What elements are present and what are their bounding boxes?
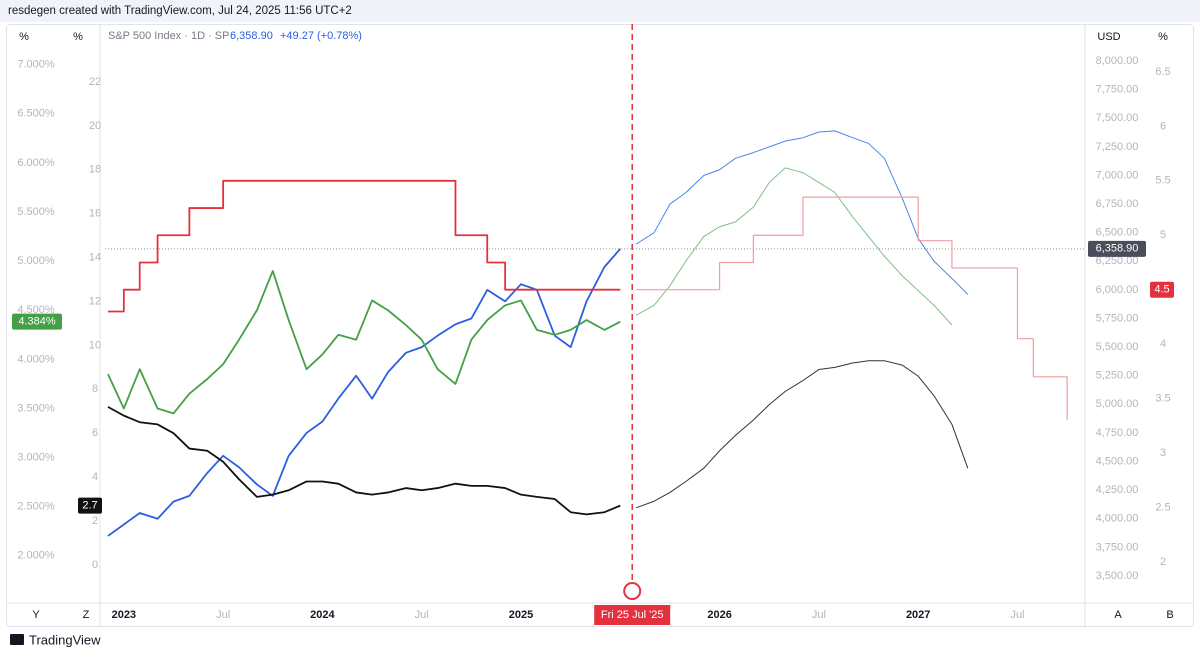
axis-unit: % <box>1158 31 1168 43</box>
y-tick-label: 3.5 <box>1155 392 1170 404</box>
series-line <box>107 270 621 415</box>
legend-change: +49.27 (+0.78%) <box>280 30 362 42</box>
y-tick-label: 5.000% <box>17 255 55 267</box>
y-tick-label: 7,750.00 <box>1096 84 1139 96</box>
y-tick-label: 8,000.00 <box>1096 55 1139 67</box>
axis-button[interactable]: A <box>1114 609 1122 621</box>
y-tick-label: 6 <box>92 427 98 439</box>
y-tick-label: 10 <box>89 339 101 351</box>
y-tick-label: 4,750.00 <box>1096 427 1139 439</box>
y-tick-label: 8 <box>92 383 98 395</box>
y-tick-label: 2 <box>1160 556 1166 568</box>
series-line <box>635 130 969 295</box>
y-tick-label: 5 <box>1160 229 1166 241</box>
y-tick-label: 7,000.00 <box>1096 169 1139 181</box>
y-tick-label: 14 <box>89 252 101 264</box>
series-line <box>636 360 969 509</box>
y-tick-label: 18 <box>89 164 101 176</box>
price-label-bg <box>1150 281 1174 298</box>
y-tick-label: 6.500% <box>17 108 55 120</box>
series-line <box>636 196 1068 421</box>
x-tick-label: Jul <box>415 609 429 621</box>
price-label: 4.5 <box>1154 284 1169 296</box>
y-tick-label: 3,750.00 <box>1096 541 1139 553</box>
x-tick-label: 2027 <box>906 609 930 621</box>
y-tick-label: 6,500.00 <box>1096 227 1139 239</box>
x-tick-label: Jul <box>216 609 230 621</box>
y-tick-label: 5,500.00 <box>1096 341 1139 353</box>
series-line <box>107 406 621 516</box>
y-tick-label: 0 <box>92 559 98 571</box>
y-tick-label: 5.500% <box>17 206 55 218</box>
axis-button[interactable]: Z <box>83 609 90 621</box>
y-tick-label: 2.000% <box>17 550 55 562</box>
y-tick-label: 5,000.00 <box>1096 398 1139 410</box>
price-label: 4.384% <box>18 316 56 328</box>
y-tick-label: 2 <box>92 515 98 527</box>
y-tick-label: 4 <box>1160 338 1166 350</box>
y-tick-label: 3,500.00 <box>1096 570 1139 582</box>
logo <box>10 634 24 645</box>
y-tick-label: 6 <box>1160 120 1166 132</box>
y-tick-label: 7,500.00 <box>1096 112 1139 124</box>
y-tick-label: 22 <box>89 76 101 88</box>
event-flag <box>623 582 642 600</box>
y-tick-label: 6.000% <box>17 157 55 169</box>
y-tick-label: 4,500.00 <box>1096 455 1139 467</box>
cursor-label-bg <box>594 605 671 625</box>
axis-button[interactable]: Y <box>32 609 40 621</box>
x-tick-label: Jul <box>812 609 826 621</box>
x-tick-label: 2024 <box>310 609 335 621</box>
y-tick-label: 4.500% <box>17 304 55 316</box>
attribution: resdegen created with TradingView.com, J… <box>8 5 352 17</box>
header-bar <box>0 0 1200 22</box>
footer-brand: TradingView <box>29 632 101 647</box>
axis-unit: % <box>19 31 29 43</box>
y-tick-label: 5,250.00 <box>1096 370 1139 382</box>
x-tick-label: Jul <box>1010 609 1024 621</box>
y-tick-label: 7,250.00 <box>1096 141 1139 153</box>
y-tick-label: 5,750.00 <box>1096 312 1139 324</box>
price-label: 2.7 <box>82 500 97 512</box>
price-label-bg <box>78 497 102 514</box>
y-tick-label: 16 <box>89 208 101 220</box>
y-tick-label: 20 <box>89 120 101 132</box>
y-tick-label: 12 <box>89 295 101 307</box>
y-tick-label: 6,250.00 <box>1096 255 1139 267</box>
legend-symbol: S&P 500 Index · 1D · SP <box>108 30 229 42</box>
plot <box>105 130 1085 537</box>
y-tick-label: 4,000.00 <box>1096 513 1139 525</box>
y-tick-label: 6.5 <box>1155 66 1170 78</box>
axis-button[interactable]: B <box>1166 609 1173 621</box>
frame <box>6 24 1194 627</box>
y-tick-label: 3.500% <box>17 402 55 414</box>
y-tick-label: 2.500% <box>17 501 55 513</box>
x-tick-label: 2026 <box>707 609 731 621</box>
axis-unit: % <box>73 31 83 43</box>
x-tick-label: 2025 <box>509 609 533 621</box>
y-tick-label: 7.000% <box>17 59 55 71</box>
series-line <box>107 179 621 313</box>
y-tick-label: 4 <box>92 471 98 483</box>
y-tick-label: 6,750.00 <box>1096 198 1139 210</box>
y-tick-label: 2.5 <box>1155 501 1170 513</box>
price-label: 6,358.90 <box>1096 243 1139 255</box>
legend-price: 6,358.90 <box>230 30 273 42</box>
cursor-label: Fri 25 Jul '25 <box>601 609 664 621</box>
series-line <box>635 167 953 326</box>
y-tick-label: 4,250.00 <box>1096 484 1139 496</box>
y-tick-label: 6,000.00 <box>1096 284 1139 296</box>
y-tick-label: 3.000% <box>17 451 55 463</box>
axis-unit: USD <box>1097 31 1120 43</box>
price-label-bg <box>1088 240 1146 257</box>
price-label-bg <box>12 313 62 330</box>
y-tick-label: 4.000% <box>17 353 55 365</box>
y-tick-label: 5.5 <box>1155 175 1170 187</box>
y-tick-label: 3 <box>1160 447 1166 459</box>
x-tick-label: 2023 <box>112 609 136 621</box>
